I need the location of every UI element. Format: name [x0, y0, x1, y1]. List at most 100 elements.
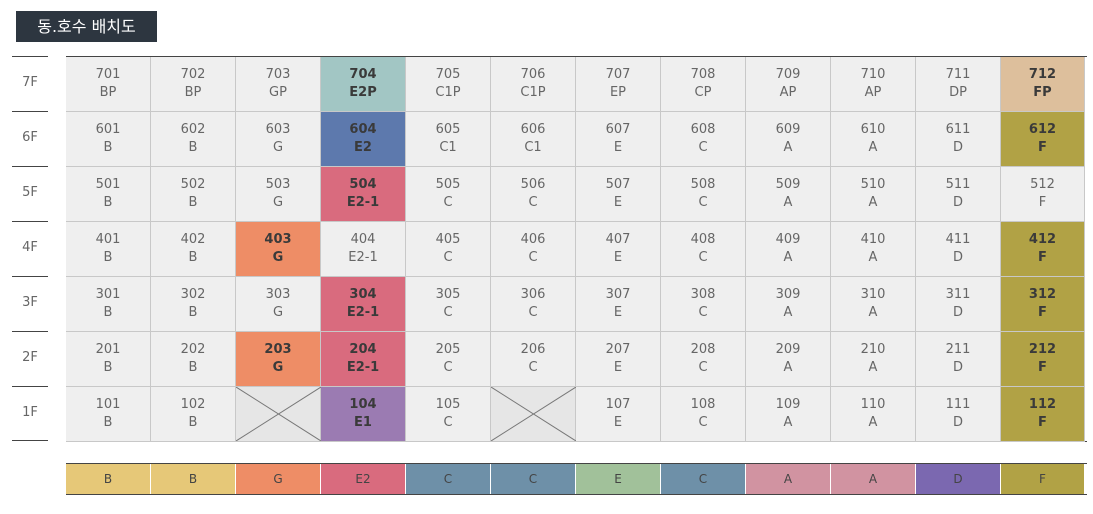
- unit-cell-206: 206 C: [491, 332, 576, 387]
- floor-label-5f: 5F: [22, 185, 38, 200]
- unit-type: B: [103, 250, 113, 265]
- unit-cell-207: 207 E: [576, 332, 661, 387]
- unit-type: C: [698, 305, 708, 320]
- unit-number: 608: [690, 122, 716, 137]
- unit-type: B: [188, 305, 198, 320]
- legend-top-rule: [66, 463, 1087, 464]
- unit-type: D: [952, 195, 963, 210]
- unit-cell-604: 604 E2: [321, 112, 406, 167]
- unit-type: C: [443, 360, 453, 375]
- unit-type: C: [528, 195, 538, 210]
- unit-type: F: [1038, 250, 1047, 265]
- unit-cell-406: 406 C: [491, 222, 576, 277]
- floor-label-2f: 2F: [22, 350, 38, 365]
- unit-type: B: [103, 360, 113, 375]
- unit-type: A: [783, 250, 793, 265]
- legend-item-6: E: [576, 464, 661, 494]
- unit-type: B: [103, 195, 113, 210]
- unit-type: D: [952, 250, 963, 265]
- unit-cell-509: 509 A: [746, 167, 831, 222]
- floor-label-6f: 6F: [22, 130, 38, 145]
- unit-number: 309: [775, 287, 801, 302]
- unit-cell-211: 211 D: [916, 332, 1001, 387]
- unit-type: F: [1038, 140, 1047, 155]
- legend-item-2: G: [236, 464, 321, 494]
- unit-number: 111: [945, 397, 971, 412]
- unit-type: A: [868, 360, 878, 375]
- unit-number: 701: [95, 67, 121, 82]
- unit-type: D: [952, 360, 963, 375]
- type-legend: B B G E2 C C E C A A D F: [66, 463, 1087, 495]
- unit-cell-311: 311 D: [916, 277, 1001, 332]
- unit-cell-602: 602 B: [151, 112, 236, 167]
- unit-number: 605: [435, 122, 461, 137]
- unit-cell-107: 107 E: [576, 387, 661, 442]
- floor-label-1f: 1F: [22, 405, 38, 420]
- unit-cell-306: 306 C: [491, 277, 576, 332]
- unit-number: 702: [180, 67, 206, 82]
- unit-cell-601: 601 B: [66, 112, 151, 167]
- unit-cell-210: 210 A: [831, 332, 916, 387]
- unit-cell-205: 205 C: [406, 332, 491, 387]
- unit-number: 712: [1028, 67, 1057, 82]
- unit-number: 105: [435, 397, 461, 412]
- unit-cell-404: 404 E2-1: [321, 222, 406, 277]
- unit-cell-709: 709 AP: [746, 57, 831, 112]
- unit-number: 512: [1030, 177, 1055, 192]
- unit-cell-504: 504 E2-1: [321, 167, 406, 222]
- unit-number: 505: [435, 177, 461, 192]
- unit-cell-409: 409 A: [746, 222, 831, 277]
- unit-cell-305: 305 C: [406, 277, 491, 332]
- unit-number: 707: [605, 67, 631, 82]
- unit-cell-706: 706 C1P: [491, 57, 576, 112]
- unit-cell-603: 603 G: [236, 112, 321, 167]
- unit-type: A: [783, 305, 793, 320]
- unit-type: B: [188, 360, 198, 375]
- empty-cross-icon: [236, 387, 321, 441]
- unit-cell-704: 704 E2P: [321, 57, 406, 112]
- unit-number: 301: [95, 287, 121, 302]
- unit-cell-312: 312 F: [1001, 277, 1085, 332]
- unit-type: CP: [694, 85, 712, 100]
- unit-type: A: [868, 195, 878, 210]
- unit-type: C: [698, 140, 708, 155]
- legend-item-5: C: [491, 464, 576, 494]
- unit-cell-402: 402 B: [151, 222, 236, 277]
- unit-type: AP: [779, 85, 797, 100]
- unit-number: 703: [265, 67, 291, 82]
- unit-type: E: [613, 415, 623, 430]
- unit-cell-412: 412 F: [1001, 222, 1085, 277]
- unit-cell-302: 302 B: [151, 277, 236, 332]
- legend-item-1: B: [151, 464, 236, 494]
- floor-separator: [12, 111, 48, 112]
- unit-cell-101: 101 B: [66, 387, 151, 442]
- unit-cell-503: 503 G: [236, 167, 321, 222]
- legend-item-11: F: [1001, 464, 1085, 494]
- unit-type: B: [188, 195, 198, 210]
- unit-type: C: [528, 250, 538, 265]
- unit-number: 504: [349, 177, 377, 192]
- unit-number: 612: [1028, 122, 1057, 137]
- unit-type: E: [613, 305, 623, 320]
- unit-type: E1: [354, 415, 372, 430]
- unit-type: A: [783, 360, 793, 375]
- unit-number: 603: [265, 122, 291, 137]
- unit-cell-407: 407 E: [576, 222, 661, 277]
- unit-type: B: [188, 415, 198, 430]
- unit-number: 302: [180, 287, 206, 302]
- unit-type: A: [783, 140, 793, 155]
- unit-number: 110: [860, 397, 886, 412]
- unit-cell-403: 403 G: [236, 222, 321, 277]
- unit-cell-304: 304 E2-1: [321, 277, 406, 332]
- unit-number: 207: [605, 342, 631, 357]
- unit-type: E: [613, 360, 623, 375]
- unit-cell-411: 411 D: [916, 222, 1001, 277]
- unit-number: 307: [605, 287, 631, 302]
- unit-type: E2-1: [346, 195, 380, 210]
- floor-label-3f: 3F: [22, 295, 38, 310]
- unit-type: C: [698, 415, 708, 430]
- unit-number: 709: [775, 67, 801, 82]
- unit-number: 407: [605, 232, 631, 247]
- unit-number: 502: [180, 177, 206, 192]
- unit-cell-712: 712 FP: [1001, 57, 1085, 112]
